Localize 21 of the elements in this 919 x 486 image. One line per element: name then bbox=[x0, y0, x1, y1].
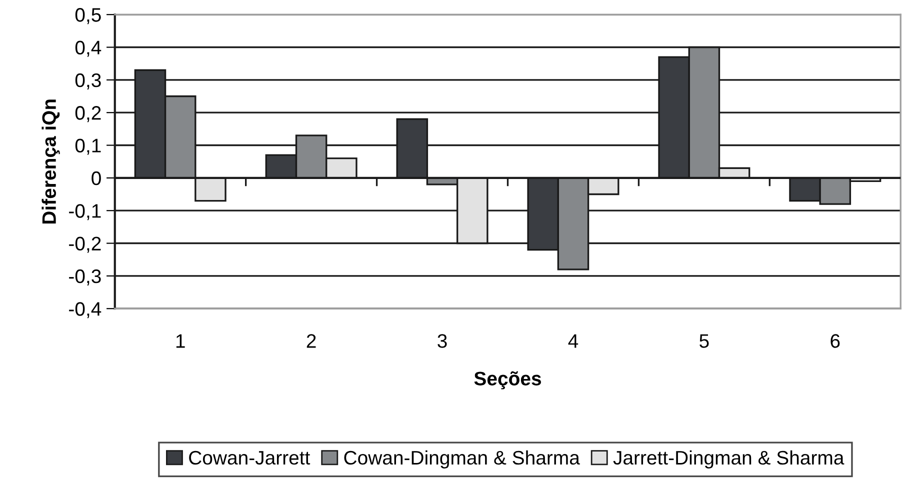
legend-label: Jarrett-Dingman & Sharma bbox=[613, 450, 844, 468]
legend-label: Cowan-Dingman & Sharma bbox=[344, 450, 580, 468]
y-tick-label: 0 bbox=[92, 171, 101, 186]
x-tick-label: 4 bbox=[568, 334, 578, 348]
y-tick-label: 0,1 bbox=[75, 138, 101, 155]
y-tick-label: -0,4 bbox=[69, 302, 102, 318]
x-tick-label: 6 bbox=[830, 334, 840, 348]
y-tick-label: -0,3 bbox=[69, 269, 101, 286]
x-axis-title: Seções bbox=[474, 371, 542, 390]
x-tick-label: 5 bbox=[700, 334, 709, 348]
y-tick-label: 0,3 bbox=[75, 73, 101, 90]
y-tick-label: 0,4 bbox=[75, 40, 102, 57]
y-axis-title: Diferença iQn bbox=[42, 100, 60, 224]
x-tick-label: 3 bbox=[438, 334, 447, 348]
x-tick-label: 2 bbox=[306, 334, 316, 348]
y-tick-label: 0,5 bbox=[75, 8, 101, 24]
x-tick-label: 1 bbox=[176, 334, 185, 348]
y-tick-label: 0,2 bbox=[75, 106, 101, 122]
y-tick-label: -0,2 bbox=[69, 236, 101, 253]
legend-label: Cowan-Jarrett bbox=[189, 450, 310, 465]
y-tick-label: -0,1 bbox=[69, 204, 101, 220]
